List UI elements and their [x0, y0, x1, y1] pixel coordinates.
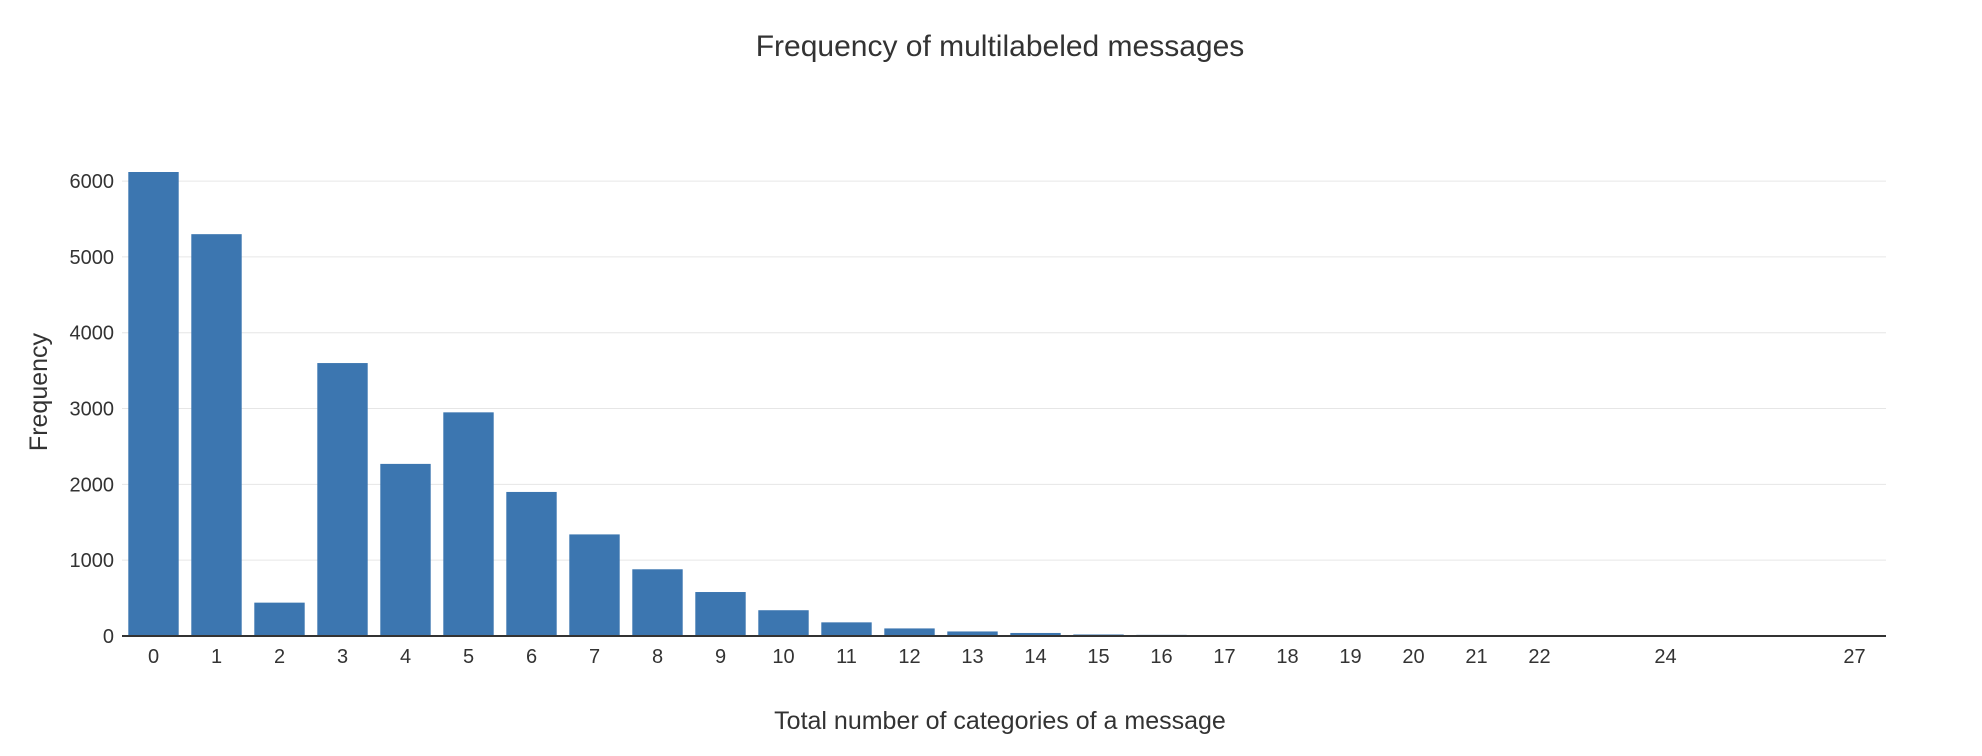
x-tick-label: 5 — [463, 646, 474, 668]
bar — [443, 412, 494, 636]
y-tick-label: 3000 — [70, 399, 115, 421]
bar — [254, 602, 305, 636]
x-tick-label: 16 — [1150, 646, 1172, 668]
bar — [695, 592, 746, 636]
y-tick-label: 2000 — [70, 474, 115, 496]
x-tick-label: 8 — [652, 646, 663, 668]
y-tick-label: 0 — [103, 626, 114, 648]
y-tick-label: 4000 — [70, 323, 115, 345]
x-tick-label: 9 — [715, 646, 726, 668]
x-axis-ticks: 0 1 2 3 4 5 6 7 8 9 10 11 12 13 14 15 16 17 18 19 20 21 22 24 27 — [148, 646, 1866, 668]
x-tick-label: 15 — [1087, 646, 1109, 668]
x-tick-label: 4 — [400, 646, 411, 668]
x-tick-label: 19 — [1339, 646, 1361, 668]
bar — [128, 172, 179, 636]
x-tick-label: 20 — [1402, 646, 1424, 668]
x-tick-label: 27 — [1843, 646, 1865, 668]
bar — [506, 491, 557, 636]
y-tick-label: 1000 — [70, 550, 115, 572]
x-tick-label: 14 — [1024, 646, 1046, 668]
bar — [758, 610, 809, 636]
x-tick-label: 24 — [1654, 646, 1676, 668]
x-tick-label: 6 — [526, 646, 537, 668]
x-tick-label: 3 — [337, 646, 348, 668]
x-tick-label: 17 — [1213, 646, 1235, 668]
bar — [317, 363, 368, 636]
bar — [191, 234, 242, 637]
bars — [128, 172, 1880, 637]
x-axis-title: Total number of categories of a message — [774, 707, 1226, 735]
x-tick-label: 7 — [589, 646, 600, 668]
x-tick-label: 21 — [1465, 646, 1487, 668]
bar — [632, 569, 683, 636]
x-tick-label: 13 — [961, 646, 983, 668]
bar — [1010, 632, 1061, 636]
y-axis-ticks: 0 1000 2000 3000 4000 5000 6000 — [70, 171, 115, 648]
x-tick-label: 1 — [211, 646, 222, 668]
x-tick-label: 0 — [148, 646, 159, 668]
bar — [569, 534, 620, 636]
x-tick-label: 10 — [772, 646, 794, 668]
x-tick-label: 18 — [1276, 646, 1298, 668]
chart-title: Frequency of multilabeled messages — [756, 30, 1245, 63]
x-tick-label: 11 — [836, 646, 857, 668]
bar — [821, 622, 872, 636]
y-tick-label: 6000 — [70, 171, 115, 193]
bar — [947, 631, 998, 636]
x-tick-label: 2 — [274, 646, 285, 668]
bar — [884, 628, 935, 636]
y-axis-title: Frequency — [25, 332, 53, 451]
y-tick-label: 5000 — [70, 247, 115, 269]
x-tick-label: 22 — [1528, 646, 1550, 668]
bar — [380, 463, 431, 636]
x-tick-label: 12 — [898, 646, 920, 668]
